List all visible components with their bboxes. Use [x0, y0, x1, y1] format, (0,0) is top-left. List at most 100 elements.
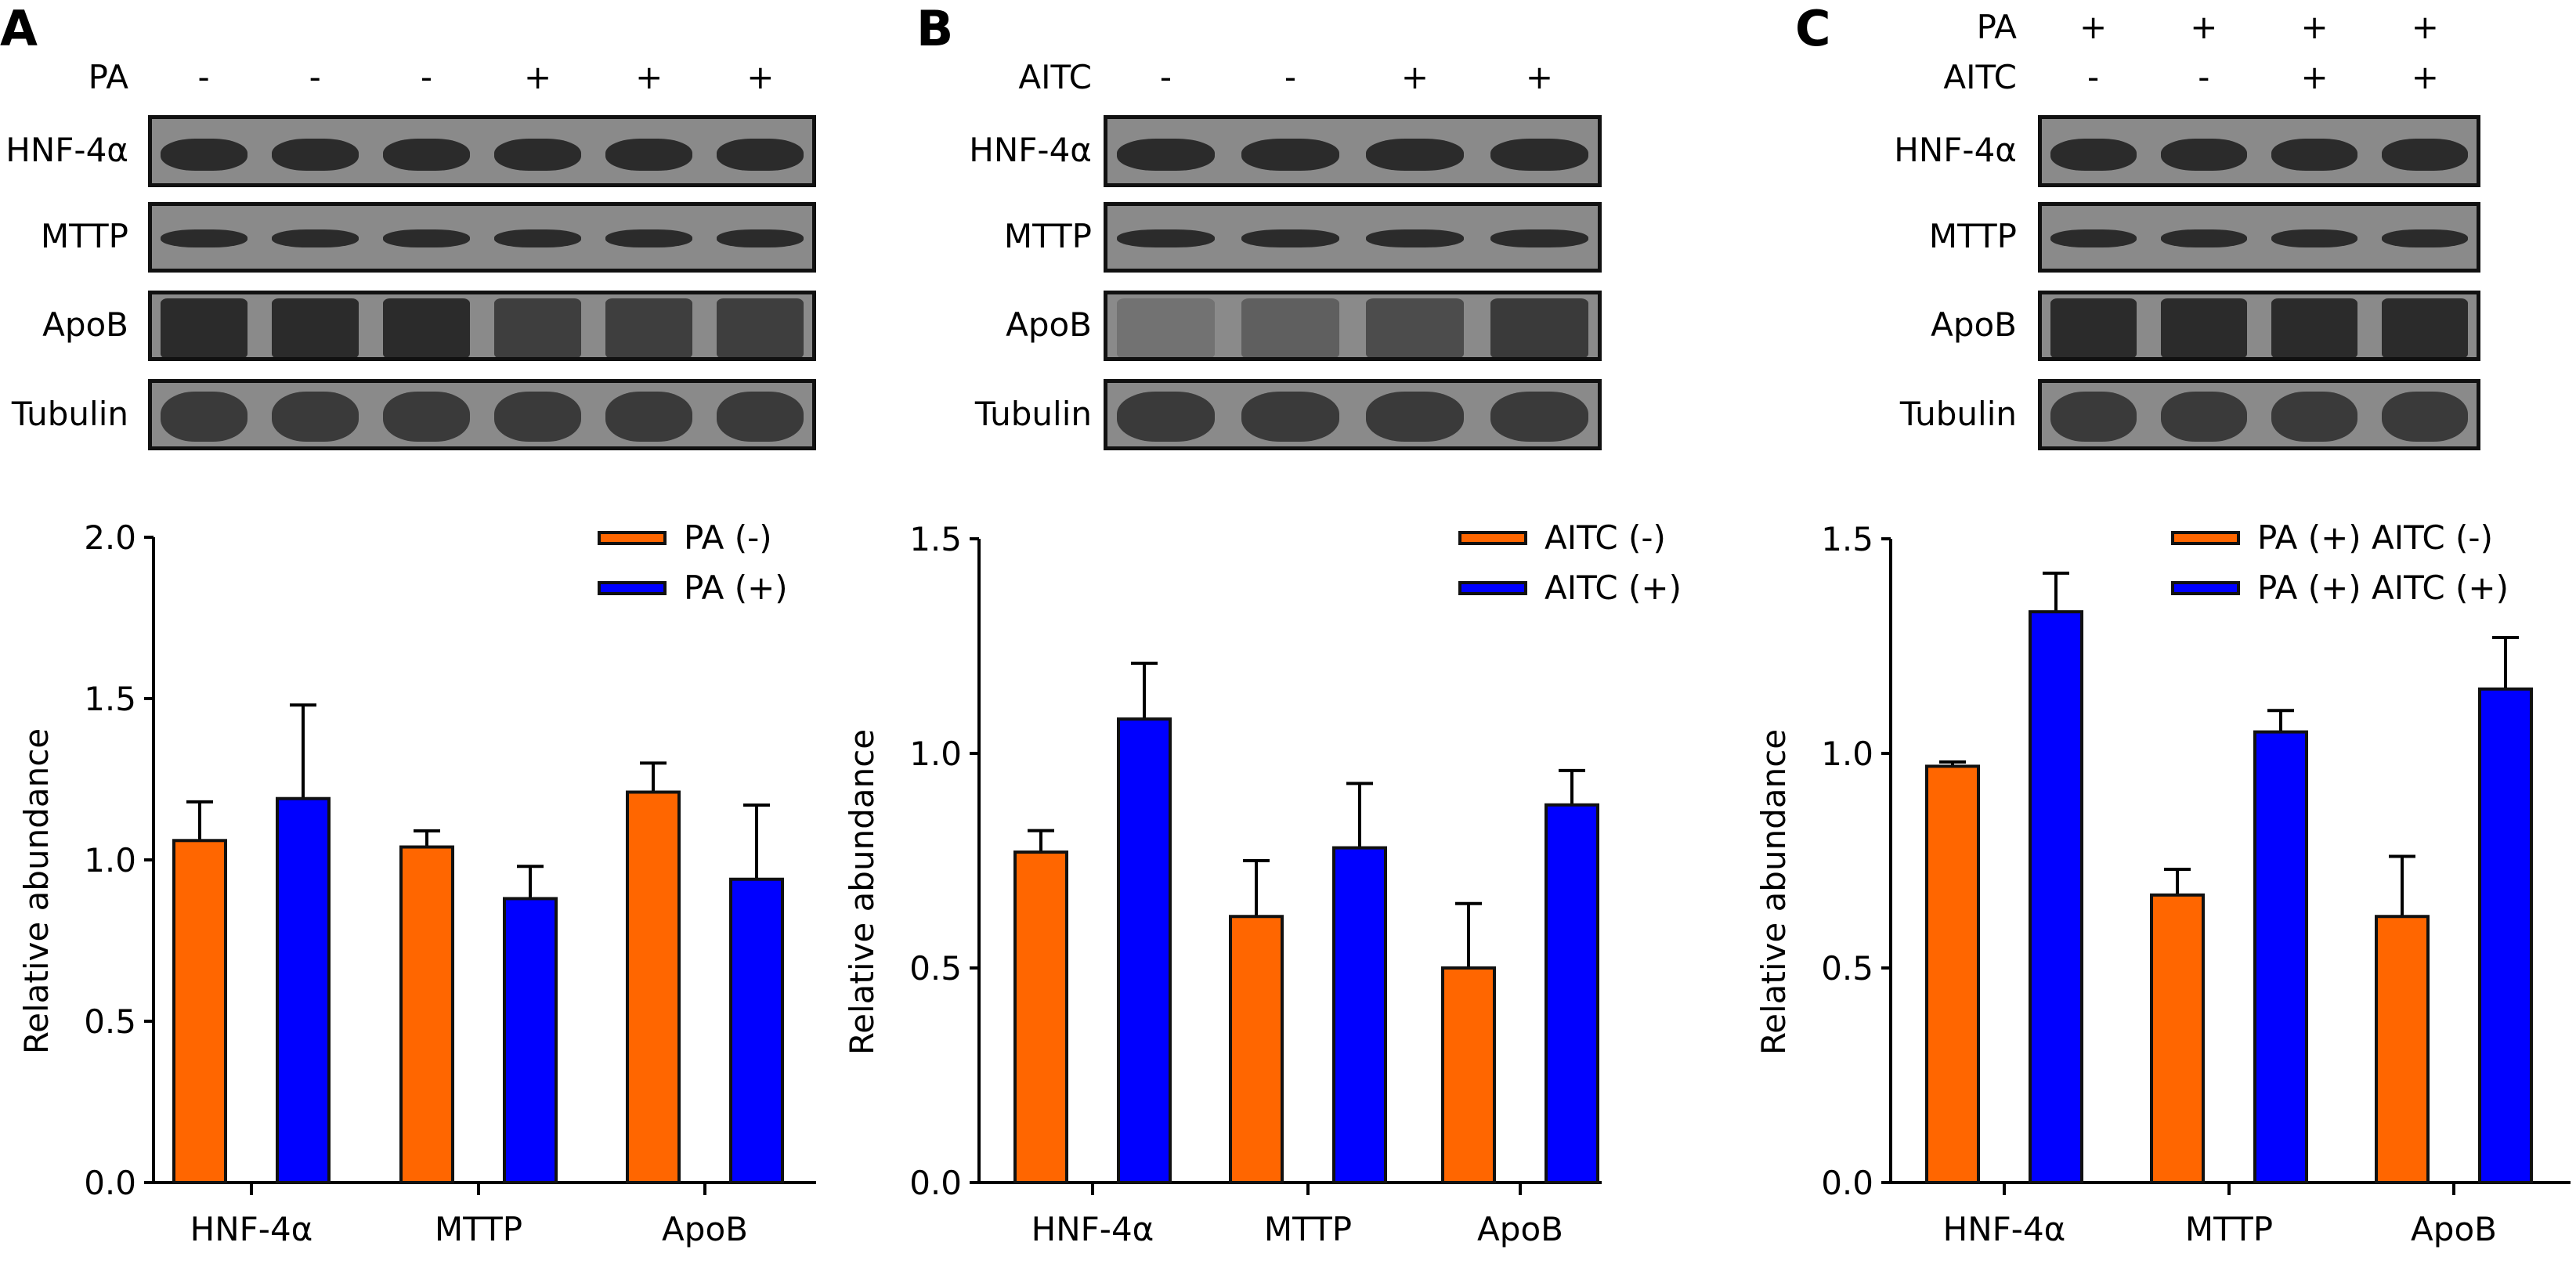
lane-treatment-sign: + — [746, 58, 775, 96]
legend-label: AITC (-) — [1545, 518, 1666, 557]
protein-band — [1117, 298, 1215, 357]
protein-band — [160, 229, 247, 248]
protein-band — [605, 391, 693, 442]
protein-band — [2271, 138, 2358, 172]
protein-band — [2271, 391, 2358, 442]
y-tick-label: 0.0 — [84, 1164, 136, 1202]
protein-band — [382, 138, 470, 172]
x-tick-label: HNF-4α — [1943, 1210, 2066, 1248]
x-tick-label: MTTP — [435, 1210, 522, 1248]
protein-band — [160, 391, 247, 442]
protein-band — [271, 298, 359, 357]
protein-band — [717, 138, 804, 172]
lane-treatment-sign: + — [523, 58, 552, 96]
y-tick-label: 1.0 — [84, 841, 136, 879]
lane-treatment-sign: + — [1525, 58, 1554, 96]
protein-band — [2160, 391, 2247, 442]
protein-band — [494, 298, 581, 357]
bar-control — [1229, 915, 1284, 1184]
x-tick-label: HNF-4α — [190, 1210, 313, 1248]
protein-band — [382, 229, 470, 248]
bar-control — [2150, 893, 2205, 1184]
lane-treatment-sign: + — [2300, 8, 2329, 46]
protein-band — [605, 229, 693, 248]
protein-band — [717, 229, 804, 248]
lane-treatment-sign: + — [635, 58, 663, 96]
lane-treatment-sign: + — [2411, 8, 2439, 46]
panel-label-c: C — [1795, 0, 1831, 57]
lane-treatment-sign: + — [1400, 58, 1429, 96]
protein-band — [2050, 138, 2137, 172]
y-tick-label: 1.5 — [1821, 520, 1873, 558]
blot-strip — [148, 202, 816, 273]
blot-strip — [1104, 291, 1602, 361]
blot-strip — [2038, 202, 2480, 273]
bar-treated — [2253, 730, 2308, 1184]
protein-band — [1241, 298, 1339, 357]
blot-strip — [148, 291, 816, 361]
y-axis-label: Relative abundance — [1754, 729, 1793, 1055]
bar-control — [399, 845, 454, 1185]
protein-band — [2160, 229, 2247, 248]
blot-strip — [1104, 202, 1602, 273]
blot-strip — [2038, 379, 2480, 450]
bar-treated — [503, 897, 558, 1184]
protein-band — [2382, 391, 2469, 442]
protein-band — [717, 298, 804, 357]
blot-row-label: HNF-4α — [5, 131, 128, 169]
legend-swatch — [598, 581, 667, 595]
protein-band — [494, 391, 581, 442]
blot-row-label: HNF-4α — [1894, 131, 2017, 169]
protein-band — [2160, 138, 2247, 172]
protein-band — [382, 298, 470, 357]
protein-band — [2050, 298, 2137, 357]
lane-treatment-sign: - — [1284, 58, 1297, 96]
y-tick-label: 2.0 — [84, 518, 136, 557]
x-tick-label: MTTP — [2185, 1210, 2273, 1248]
y-tick-label: 0.5 — [84, 1002, 136, 1041]
blot-strip — [1104, 379, 1602, 450]
legend-label: PA (-) — [684, 518, 772, 557]
protein-band — [271, 138, 359, 172]
blot-row-label: Tubulin — [1899, 394, 2017, 433]
protein-band — [1117, 391, 1215, 442]
lane-treatment-sign: + — [2079, 8, 2108, 46]
protein-band — [2382, 229, 2469, 248]
blot-strip — [2038, 291, 2480, 361]
x-tick-label: HNF-4α — [1031, 1210, 1154, 1248]
bar-treated — [1545, 803, 1599, 1184]
bar-treated — [1117, 717, 1172, 1184]
legend-label: PA (+) AITC (-) — [2257, 518, 2493, 557]
legend-label: PA (+) — [684, 569, 788, 607]
blot-row-label: ApoB — [1931, 305, 2017, 344]
legend-label: AITC (+) — [1545, 569, 1682, 607]
protein-band — [1241, 229, 1339, 248]
lane-treatment-sign: - — [197, 58, 210, 96]
legend-swatch — [1458, 581, 1527, 595]
y-axis-label: Relative abundance — [843, 729, 881, 1055]
blot-row-label: MTTP — [40, 217, 128, 255]
y-tick-label: 1.0 — [1821, 735, 1873, 773]
blot-row-label: HNF-4α — [969, 131, 1092, 169]
bar-treated — [729, 877, 784, 1184]
blot-row-label: ApoB — [1006, 305, 1092, 344]
lane-treatment-sign: - — [2198, 58, 2210, 96]
protein-band — [1117, 138, 1215, 172]
protein-band — [271, 229, 359, 248]
protein-band — [494, 138, 581, 172]
blot-strip — [1104, 115, 1602, 187]
protein-band — [2271, 229, 2358, 248]
x-tick-label: ApoB — [2411, 1210, 2497, 1248]
y-tick-label: 0.5 — [909, 949, 962, 988]
bar-treated — [1332, 846, 1387, 1185]
condition-label: AITC — [1018, 58, 1092, 96]
condition-label: AITC — [1943, 58, 2017, 96]
y-tick-label: 0.0 — [909, 1164, 962, 1202]
y-axis-label: Relative abundance — [17, 728, 56, 1054]
protein-band — [1490, 138, 1588, 172]
protein-band — [1490, 229, 1588, 248]
legend-swatch — [2171, 531, 2240, 545]
protein-band — [2160, 298, 2247, 357]
bar-treated — [276, 796, 331, 1184]
